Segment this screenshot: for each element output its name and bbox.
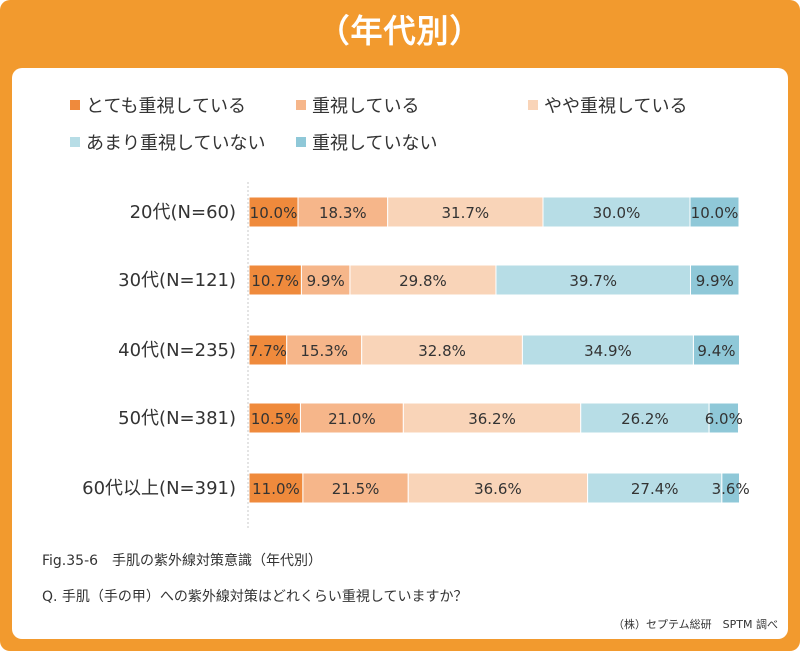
data-label-4-4: 3.6% <box>712 480 750 498</box>
legend-label-3: あまり重視していない <box>86 133 266 154</box>
data-label-2-1: 15.3% <box>300 342 348 360</box>
bar-segment-0-0 <box>248 196 299 228</box>
data-label-0-4: 10.0% <box>691 204 739 222</box>
data-label-1-0: 10.7% <box>251 272 299 290</box>
survey-question: Q. 手肌（手の甲）への紫外線対策はどれくらい重視していますか？ <box>42 589 468 605</box>
category-label-3: 50代(N=381) <box>118 408 236 429</box>
bar-segment-2-3 <box>521 334 694 366</box>
bar-segment-3-1 <box>299 402 404 434</box>
legend-swatch-0 <box>70 100 80 110</box>
category-label-2: 40代(N=235) <box>118 340 236 361</box>
bar-segment-4-2 <box>407 472 589 504</box>
data-label-4-3: 27.4% <box>631 480 679 498</box>
legend-label-1: 重視している <box>312 96 420 117</box>
legend-item-1: 重視している <box>296 96 419 118</box>
legend-item-2: やや重視している <box>528 96 687 118</box>
bar-segment-4-0 <box>248 472 304 504</box>
legend-swatch-4 <box>296 137 306 147</box>
bar-segment-0-2 <box>387 196 544 228</box>
page-title: （年代別） <box>317 12 483 50</box>
bar-segment-4-3 <box>587 472 723 504</box>
legend-label-0: とても重視している <box>86 96 247 117</box>
data-label-3-3: 26.2% <box>621 410 669 428</box>
bar-segment-1-4 <box>689 264 740 296</box>
bar-segment-3-3 <box>580 402 710 434</box>
source-credit: （株）セプテム総研 SPTM 調べ <box>613 618 778 631</box>
data-label-1-1: 9.9% <box>307 272 345 290</box>
data-label-2-4: 9.4% <box>697 342 735 360</box>
category-label-0: 20代(N=60) <box>130 202 236 223</box>
legend-item-3: あまり重視していない <box>70 133 265 155</box>
legend-item-0: とても重視している <box>70 96 246 118</box>
bar-segment-3-0 <box>248 402 301 434</box>
bar-segment-1-3 <box>495 264 691 296</box>
data-label-3-0: 10.5% <box>251 410 299 428</box>
legend-swatch-2 <box>528 100 538 110</box>
bar-segment-2-0 <box>248 334 288 366</box>
legend-swatch-1 <box>296 100 306 110</box>
data-label-4-0: 11.0% <box>252 480 300 498</box>
data-label-2-2: 32.8% <box>418 342 466 360</box>
bar-segment-0-4 <box>689 196 740 228</box>
data-label-2-3: 34.9% <box>584 342 632 360</box>
category-label-4: 60代以上(N=391) <box>82 478 236 499</box>
data-label-2-0: 7.7% <box>249 342 287 360</box>
bar-segment-1-0 <box>248 264 302 296</box>
data-label-0-1: 18.3% <box>319 204 367 222</box>
bar-segment-0-3 <box>542 196 691 228</box>
bar-segment-3-2 <box>402 402 582 434</box>
data-label-1-4: 9.9% <box>696 272 734 290</box>
data-label-0-0: 10.0% <box>250 204 298 222</box>
bar-segment-4-1 <box>302 472 409 504</box>
data-label-0-3: 30.0% <box>593 204 641 222</box>
bar-segment-1-1 <box>300 264 351 296</box>
bar-segment-2-4 <box>692 334 740 366</box>
bar-segment-4-4 <box>721 472 740 504</box>
data-label-1-3: 39.7% <box>569 272 617 290</box>
legend-item-4: 重視していない <box>296 133 437 155</box>
figure-caption: Fig.35-6 手肌の紫外線対策意識（年代別） <box>42 553 323 569</box>
data-label-1-2: 29.8% <box>399 272 447 290</box>
data-label-3-1: 21.0% <box>328 410 376 428</box>
data-label-4-2: 36.6% <box>474 480 522 498</box>
data-label-0-2: 31.7% <box>442 204 490 222</box>
bar-segment-0-1 <box>297 196 389 228</box>
bar-segment-3-4 <box>708 402 740 434</box>
data-label-3-2: 36.2% <box>468 410 516 428</box>
category-label-1: 30代(N=121) <box>118 270 236 291</box>
data-label-4-1: 21.5% <box>332 480 380 498</box>
data-label-3-4: 6.0% <box>705 410 743 428</box>
legend-label-2: やや重視している <box>544 96 688 117</box>
bar-segment-2-1 <box>286 334 363 366</box>
legend-swatch-3 <box>70 137 80 147</box>
legend-label-4: 重視していない <box>312 133 438 154</box>
